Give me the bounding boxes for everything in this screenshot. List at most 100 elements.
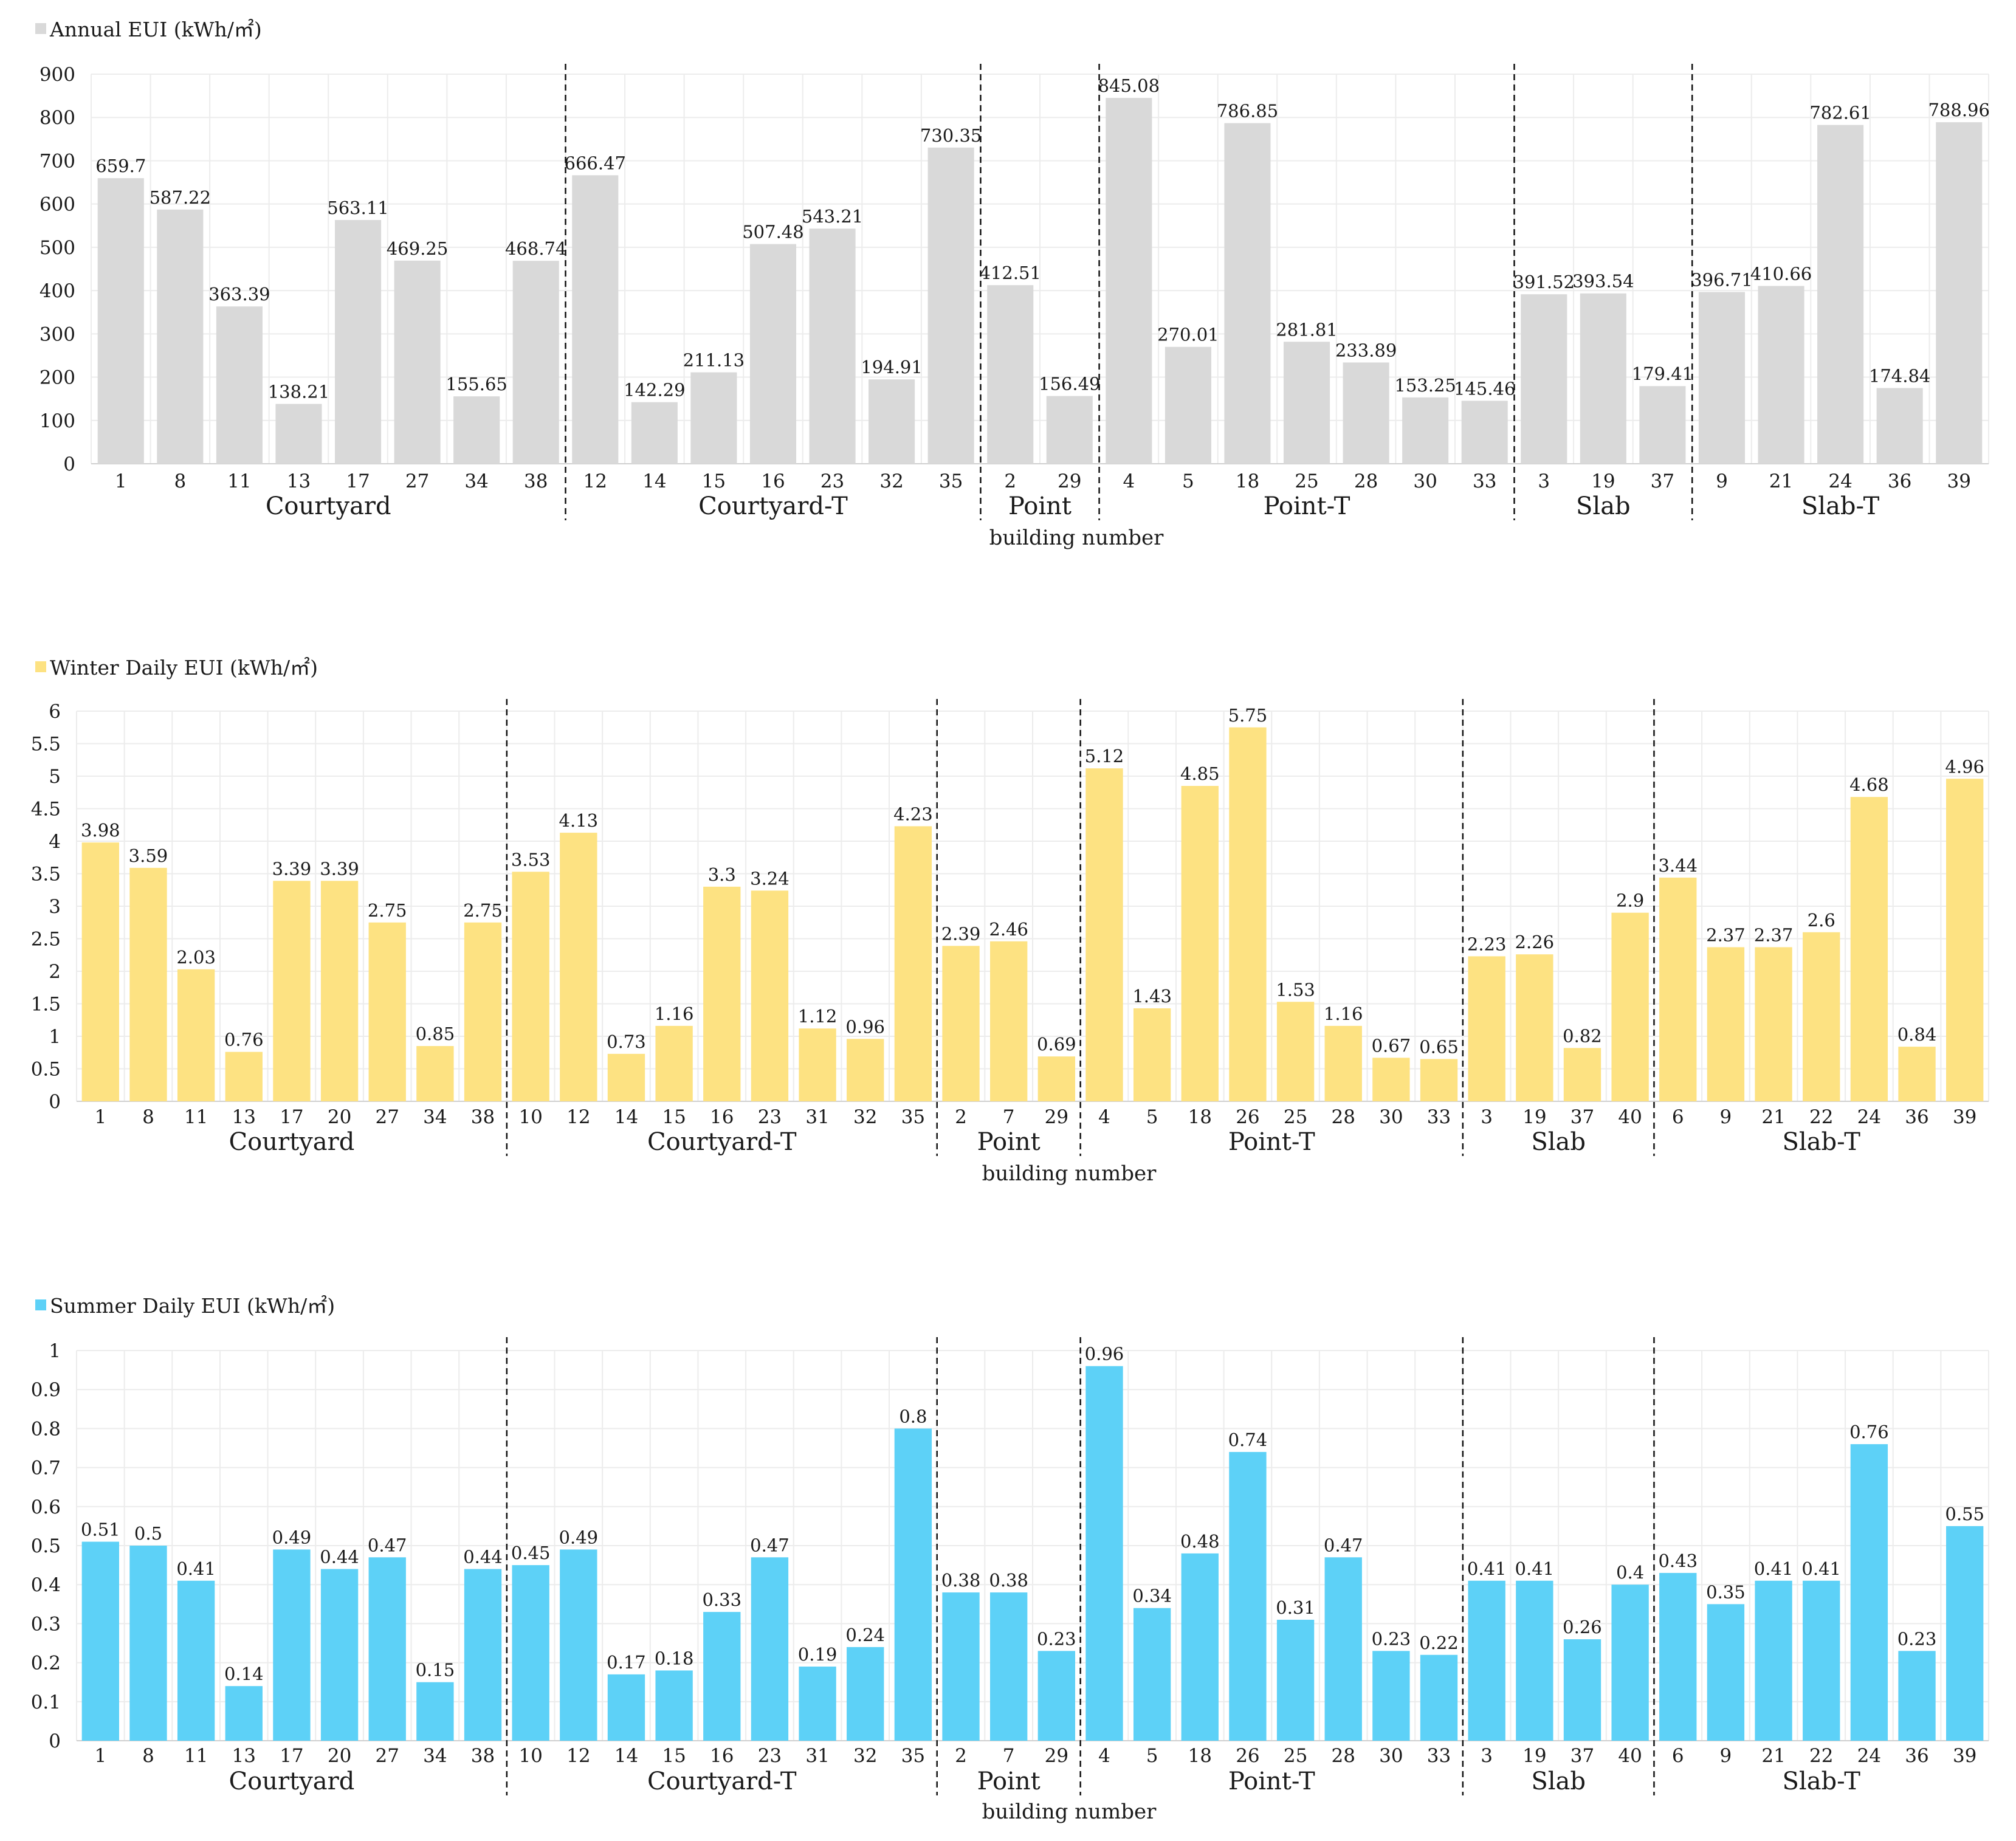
bar-value-label: 0.47 [750,1535,790,1555]
legend-swatch [35,1299,46,1310]
x-tick-label: 18 [1188,1745,1212,1767]
bar-value-label: 587.22 [150,187,211,208]
bar [1698,292,1746,464]
bar-value-label: 0.65 [1419,1036,1459,1057]
bar-value-label: 3.59 [129,845,168,866]
bar-value-label: 0.26 [1563,1617,1602,1637]
y-tick-label: 100 [40,410,75,432]
x-tick-label: 19 [1522,1745,1546,1767]
bar-value-label: 412.51 [979,263,1041,283]
bar [97,178,144,464]
bar-value-label: 2.9 [1616,890,1644,911]
x-tick-label: 31 [805,1106,829,1128]
group-label: Point [977,1128,1041,1156]
bar-value-label: 0.15 [416,1660,455,1681]
bar-value-label: 393.54 [1572,271,1634,292]
y-tick-label: 700 [40,150,75,172]
bar [1468,956,1505,1101]
y-tick-label: 0 [49,1091,61,1113]
bar-value-label: 0.38 [989,1570,1028,1591]
x-tick-label: 23 [821,470,844,492]
x-tick-label: 1 [115,470,127,492]
group-label: Slab-T [1783,1128,1861,1156]
group-label: Point-T [1228,1767,1315,1795]
x-tick-label: 14 [614,1745,638,1767]
bar [225,1686,263,1741]
bar-value-label: 1.43 [1132,986,1172,1007]
x-tick-label: 40 [1618,1106,1642,1128]
y-tick-label: 0.2 [31,1653,61,1674]
bar-value-label: 0.73 [607,1031,646,1052]
bar-value-label: 3.98 [81,820,120,841]
bar [869,379,915,464]
x-tick-label: 17 [280,1745,303,1767]
group-label: Point [1008,492,1072,520]
y-tick-label: 500 [40,237,75,259]
x-axis-title: building number [982,1161,1157,1186]
x-tick-label: 35 [939,470,963,492]
x-tick-label: 8 [174,470,186,492]
x-tick-label: 24 [1857,1745,1881,1767]
x-tick-label: 6 [1672,1745,1684,1767]
bar-value-label: 0.41 [1467,1558,1507,1579]
x-tick-label: 4 [1098,1745,1110,1767]
bar [129,1546,167,1741]
bar-value-label: 0.49 [559,1527,599,1547]
bar-value-label: 0.82 [1563,1025,1602,1046]
bar-value-label: 4.23 [893,804,933,824]
bar [1946,779,1984,1101]
x-tick-label: 39 [1947,470,1970,492]
bar-value-label: 788.96 [1928,100,1989,120]
bar-value-label: 0.44 [463,1547,503,1567]
bar [416,1046,454,1101]
x-tick-label: 14 [642,470,666,492]
bar [1850,797,1888,1101]
bar [225,1051,263,1101]
bar [1133,1608,1171,1741]
bar-value-label: 2.46 [989,919,1028,940]
x-tick-label: 37 [1570,1745,1594,1767]
bar [1707,1604,1745,1741]
bar [1659,1572,1697,1741]
bar [1850,1444,1888,1741]
x-tick-label: 3 [1538,470,1550,492]
bar-value-label: 0.19 [798,1644,838,1665]
bar-value-label: 469.25 [387,238,448,259]
x-tick-label: 33 [1473,470,1496,492]
bar [1372,1651,1410,1741]
x-tick-label: 33 [1427,1106,1451,1128]
bar-value-label: 3.24 [750,868,790,889]
y-tick-label: 300 [40,323,75,345]
y-tick-label: 1.5 [31,994,61,1016]
x-tick-label: 40 [1618,1745,1642,1767]
x-tick-label: 5 [1146,1745,1158,1767]
bar [1898,1651,1936,1741]
group-label: Courtyard [229,1767,355,1795]
legend-swatch [35,661,46,672]
y-tick-label: 400 [40,280,75,302]
bar-value-label: 468.74 [505,238,566,259]
bar [1580,293,1626,464]
bar [129,867,167,1101]
x-tick-label: 36 [1905,1106,1928,1128]
bar [1037,1651,1075,1741]
x-tick-label: 17 [280,1106,303,1128]
x-tick-label: 36 [1905,1745,1928,1767]
bar [799,1028,836,1101]
y-tick-label: 3.5 [31,864,61,886]
x-tick-label: 38 [471,1745,495,1767]
bar [809,229,856,464]
bar [1876,388,1923,464]
group-label: Courtyard-T [698,492,848,520]
bar [368,922,406,1101]
bar-value-label: 145.46 [1454,378,1515,399]
bar-value-label: 0.33 [702,1589,741,1610]
y-tick-label: 0.3 [31,1613,61,1635]
bar [749,244,797,464]
bar [1276,1002,1315,1101]
x-tick-label: 15 [662,1106,686,1128]
bar-value-label: 3.3 [708,864,736,885]
bar [927,147,974,464]
bar-value-label: 0.22 [1419,1633,1459,1653]
bar-value-label: 4.68 [1849,774,1889,795]
